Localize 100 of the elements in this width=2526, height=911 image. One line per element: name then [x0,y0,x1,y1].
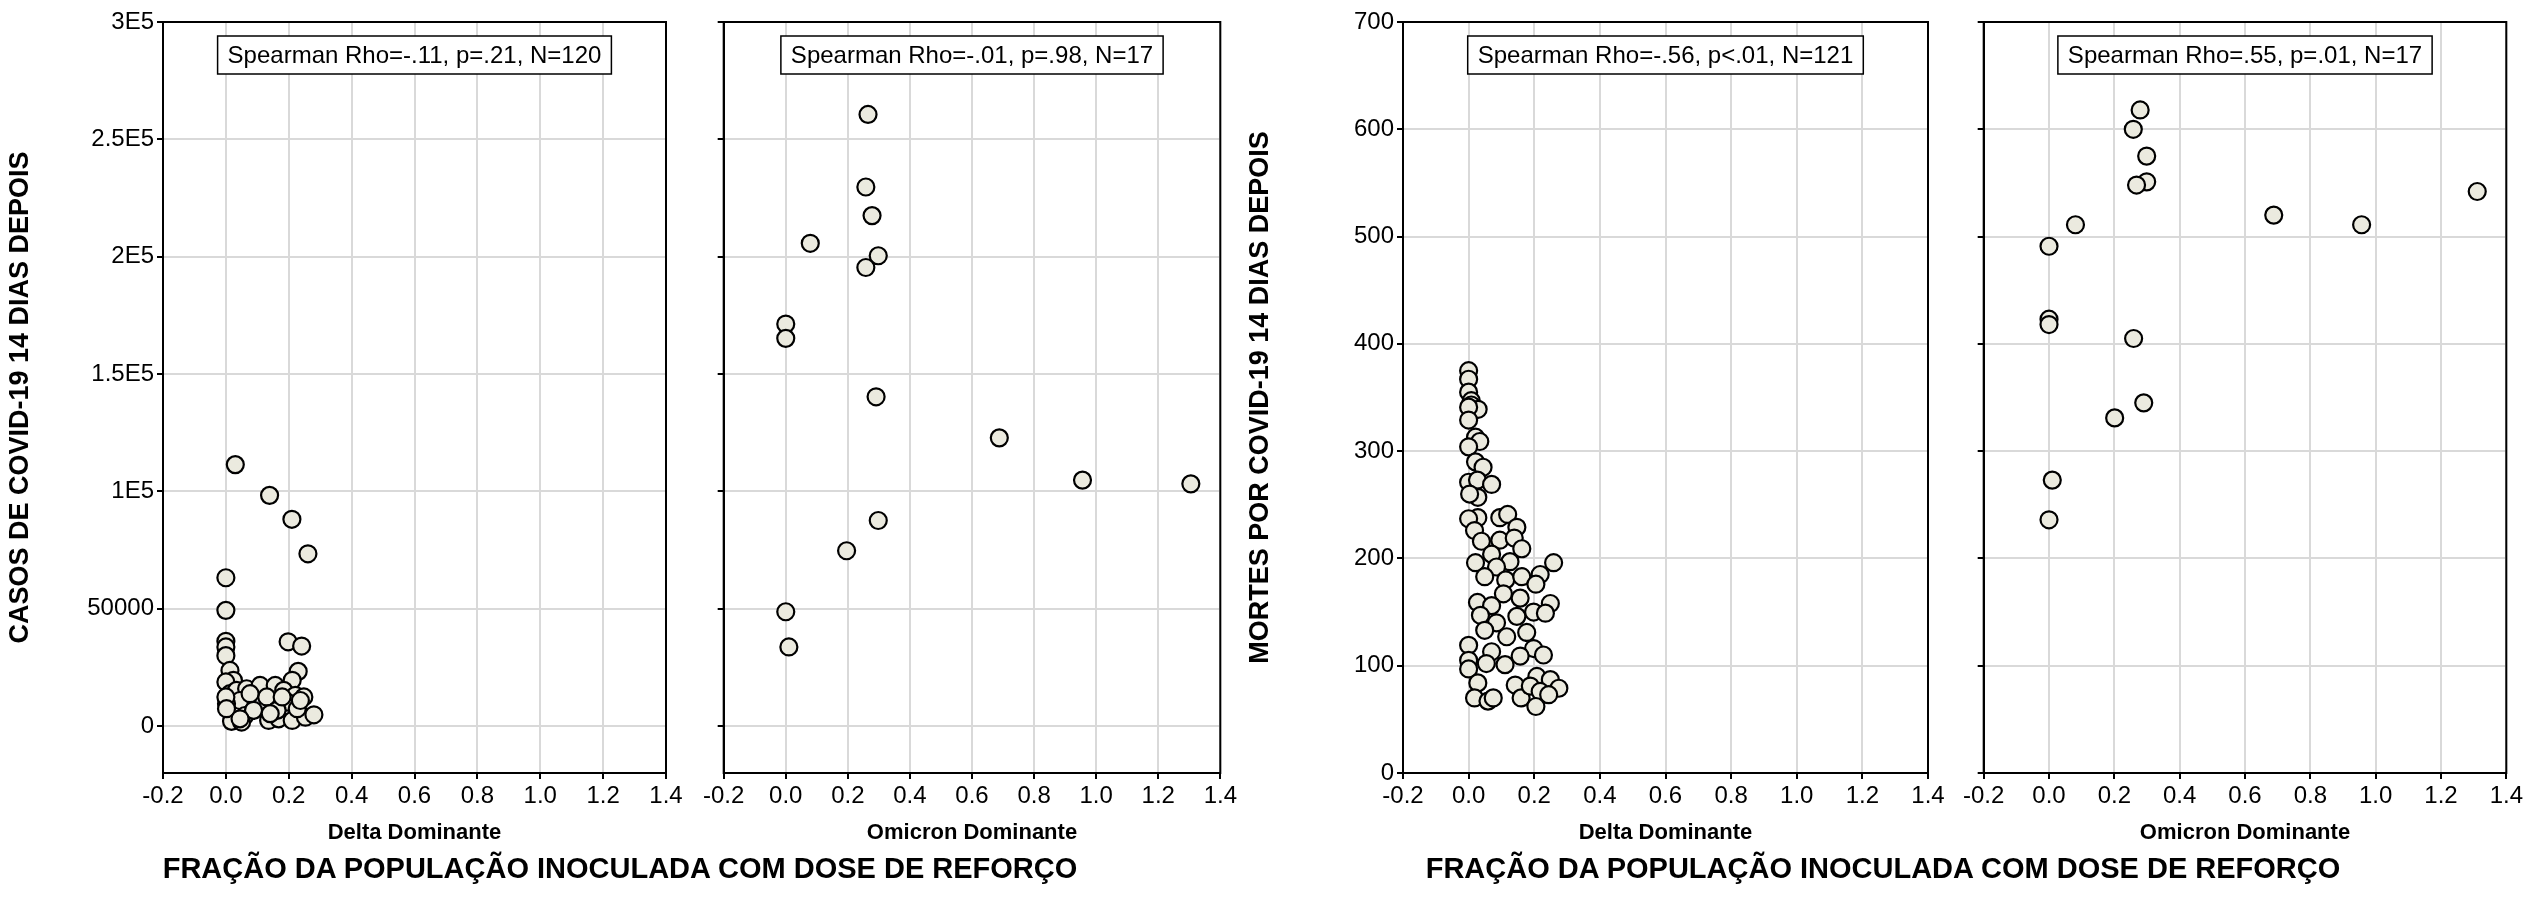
point [837,541,857,561]
point [2123,119,2143,139]
point [216,600,236,620]
y-tick-label: 600 [1353,113,1394,141]
x-tick-label: 1.2 [586,781,620,809]
y-tick-label: 2E5 [111,241,154,269]
point [260,704,280,724]
point [2264,205,2284,225]
y-axis-title: MORTES POR COVID-19 14 DIAS DEPOIS [1243,131,1274,664]
x-axis-title: Delta Dominante [327,818,502,844]
point [800,233,820,253]
y-tick-label: 1.5E5 [91,358,154,386]
x-axis-title: Delta Dominante [1578,818,1753,844]
x-tick-label: 1.2 [1845,781,1880,809]
x-tick-label: 0.6 [955,781,989,809]
y-tick-label: 50000 [87,593,154,621]
text: FRAÇÃO DA POPULAÇÃO INOCULADA COM DOSE DE REFORÇO [161,852,1079,885]
point [2130,100,2150,120]
point [2137,146,2157,166]
point [2105,408,2125,428]
point [240,684,260,704]
point [858,104,878,125]
x-tick-label: 0.2 [1517,781,1551,809]
x-tick-label: 1.0 [1780,781,1814,809]
x-tick-label: 0.8 [1017,781,1051,809]
y-tick-label: 1E5 [111,476,154,503]
point [2467,181,2487,202]
x-tick-label: 0.2 [272,781,306,809]
point [282,509,302,529]
point [862,206,882,226]
point [2134,393,2154,413]
point [866,387,886,407]
point [272,687,292,707]
x-tick-label: -0.2 [1963,781,2005,809]
x-tick-label: 0.0 [1451,781,1486,809]
y-tick-label: 700 [1353,6,1394,34]
point [2039,510,2059,530]
point [856,177,876,197]
x-tick-label: 0.4 [2162,781,2197,809]
point [304,705,324,725]
y-tick-label: 200 [1353,543,1394,571]
point [225,455,245,475]
x-tick-label: 0.6 [397,781,432,809]
point [2065,215,2086,235]
point [292,636,312,656]
point [216,699,237,719]
annotation: Spearman Rho=-.11, p=.21, N=120 [227,40,602,68]
point [868,246,888,266]
x-tick-label: 0.4 [893,781,927,809]
point [776,328,796,348]
point [2124,328,2144,349]
x-tick-label: 0.0 [209,781,243,809]
x-tick-label: 1.4 [2489,781,2524,809]
x-tick-label: 1.0 [2358,781,2393,809]
y-tick-label: 400 [1353,328,1394,356]
x-tick-label: 0.8 [460,781,495,809]
x-tick-label: 0.6 [1648,781,1683,809]
x-tick-label: 0.6 [2228,781,2262,809]
y-tick-label: 100 [1353,650,1394,678]
point [259,485,280,505]
x-tick-label: 0.2 [2097,781,2132,809]
point [2042,470,2062,490]
point [776,602,796,622]
x-tick-label: 1.2 [2424,781,2458,809]
x-tick-label: 0.4 [334,781,369,809]
x-tick-label: 0.0 [2032,781,2066,809]
point [856,257,876,278]
point [2126,175,2147,195]
x-tick-label: 0.0 [769,781,803,809]
x-tick-label: -0.2 [142,781,184,809]
x-axis-title: Omicron Dominante [2139,818,2351,844]
y-tick-label: 3E5 [111,6,154,34]
annotation: Spearman Rho=-.01, p=.98, N=17 [790,40,1154,68]
x-tick-label: 1.4 [1911,781,1945,809]
point [216,568,236,588]
x-axis-title: Omicron Dominante [866,818,1078,844]
point [2039,314,2059,335]
x-tick-label: 1.2 [1141,781,1175,809]
y-axis-title: CASOS DE COVID-19 14 DIAS DEPOIS [3,151,34,644]
point [1072,470,1093,490]
point [298,544,318,564]
text: FRAÇÃO DA POPULAÇÃO INOCULADA COM DOSE DE REFORÇO [1424,852,2342,885]
y-tick-label: 300 [1353,435,1394,463]
y-tick-label: 500 [1353,221,1394,249]
x-tick-label: 1.0 [523,781,557,809]
point [779,637,799,657]
y-tick-label: 2.5E5 [91,123,154,151]
x-tick-label: 0.4 [1583,781,1617,809]
point [989,428,1009,448]
point [2039,236,2059,256]
x-tick-label: 1.4 [1203,781,1238,809]
x-tick-label: -0.2 [703,781,745,809]
x-tick-label: 0.2 [831,781,865,809]
point [1181,474,1201,494]
point [868,510,888,531]
x-tick-label: 1.4 [649,781,683,809]
x-tick-label: 0.8 [2293,781,2328,809]
x-tick-label: 1.0 [1079,781,1113,809]
annotation: Spearman Rho=.55, p=.01, N=17 [2067,40,2423,68]
point [2352,215,2372,235]
